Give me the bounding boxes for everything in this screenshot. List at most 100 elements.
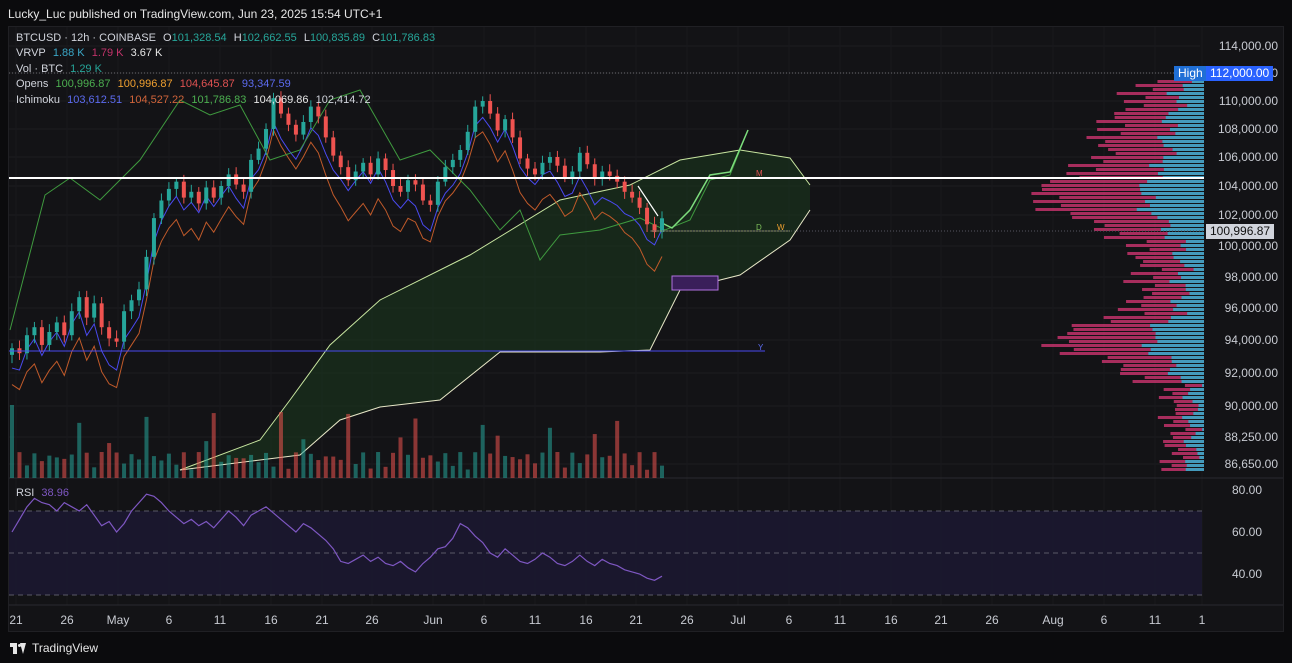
volume-bar <box>592 434 597 478</box>
candle-body <box>361 162 366 172</box>
rsi-pane <box>9 493 1202 596</box>
date-tick-label: 21 <box>934 613 948 627</box>
volume-bar <box>600 457 605 478</box>
vrvp-bar-down <box>1171 452 1204 455</box>
vrvp-bar-down <box>1059 352 1204 355</box>
vrvp-bar-up <box>1185 288 1204 291</box>
volume-bar <box>211 413 216 478</box>
volume-bars <box>10 405 664 478</box>
vrvp-bar-up <box>1141 192 1204 195</box>
vrvp-bar-down <box>1144 376 1204 379</box>
rsi-tick-label: 40.00 <box>1231 567 1262 581</box>
vrvp-bar-down <box>1050 180 1204 183</box>
vrvp-bar-down <box>1140 264 1204 267</box>
vrvp-bar-down <box>1152 292 1204 295</box>
vrvp-bar-up <box>1152 328 1204 331</box>
candle-body <box>465 131 470 150</box>
candle-body <box>151 218 156 257</box>
volume-bar <box>144 416 149 478</box>
marker-m: M <box>756 169 763 178</box>
candle-body <box>39 327 44 345</box>
vrvp-bar-down <box>1164 444 1204 447</box>
volume-profile <box>1031 80 1204 471</box>
candle-body <box>450 159 455 168</box>
candle-body <box>249 159 254 192</box>
candle-body <box>114 338 119 342</box>
vrvp-bar-down <box>1125 124 1204 127</box>
volume-bar <box>151 456 156 478</box>
brand[interactable]: TradingView <box>10 641 98 655</box>
vrvp-bar-up <box>1197 452 1204 455</box>
candle-body <box>174 181 179 189</box>
volume-bar <box>196 452 201 478</box>
vrvp-bar-up <box>1150 324 1204 327</box>
candle-body <box>368 162 373 175</box>
volume-bar <box>615 420 620 478</box>
vrvp-bar-down <box>1145 96 1204 99</box>
vrvp-bar-down <box>1143 296 1204 299</box>
vrvp-bar-down <box>1158 396 1204 399</box>
vrvp-bar-down <box>1153 276 1204 279</box>
vrvp-bar-up <box>1195 432 1204 435</box>
candle-body <box>555 157 560 166</box>
vrvp-bar-up <box>1196 448 1204 451</box>
vrvp-bar-up <box>1165 116 1204 119</box>
vrvp-bar-up <box>1163 156 1204 159</box>
candle-body <box>607 171 612 176</box>
date-tick-label: 6 <box>1100 613 1108 627</box>
candle-body <box>637 197 642 208</box>
vrvp-bar-up <box>1180 260 1204 263</box>
vrvp-bar-down <box>1170 432 1204 435</box>
vrvp-bar-up <box>1176 100 1204 103</box>
vrvp-bar-down <box>1183 456 1204 459</box>
vrvp-bar-down <box>1115 152 1204 155</box>
vrvp-bar-up <box>1190 424 1204 427</box>
marker-w: W <box>777 223 785 232</box>
volume-bar <box>137 459 142 478</box>
vrvp-bar-up <box>1176 152 1204 155</box>
legend-close: 101,786.83 <box>380 32 436 44</box>
candle-body <box>577 152 582 172</box>
volume-bar <box>383 466 388 478</box>
vrvp-bar-down <box>1073 348 1204 351</box>
legend-ichimoku: Ichimoku 103,612.51 104,527.22 101,786.8… <box>16 94 375 106</box>
vrvp-bar-down <box>1161 268 1204 271</box>
rsi-line <box>11 493 663 581</box>
date-tick-label: Jun <box>423 613 443 627</box>
date-tick-label: 6 <box>480 613 488 627</box>
volume-bar <box>10 405 14 478</box>
vrvp-bar-up <box>1168 112 1204 115</box>
legend-close-label: C <box>372 32 381 44</box>
rsi-tick-label: 60.00 <box>1231 525 1262 539</box>
volume-bar <box>189 469 194 478</box>
vrvp-bar-down <box>1093 228 1204 231</box>
vrvp-bar-up <box>1193 268 1204 271</box>
vrvp-bar-up <box>1199 456 1204 459</box>
volume-bar <box>532 463 537 478</box>
vrvp-bar-up <box>1186 464 1204 467</box>
candle-body <box>443 167 448 182</box>
vrvp-bar-down <box>1031 192 1204 195</box>
date-tick-label: 16 <box>579 613 593 627</box>
vrvp-bar-down <box>1114 112 1204 115</box>
volume-bar <box>99 452 104 478</box>
candle-body <box>405 180 410 192</box>
vrvp-bar-up <box>1191 80 1204 83</box>
volume-bar <box>637 452 642 478</box>
volume-bar <box>450 465 455 478</box>
vrvp-bar-down <box>1073 328 1204 331</box>
candle-body <box>204 187 209 204</box>
candle-body <box>10 348 14 355</box>
vrvp-bar-up <box>1164 236 1204 239</box>
volume-bar <box>47 455 52 478</box>
vrvp-bar-up <box>1181 276 1204 279</box>
vrvp-bar-down <box>1059 196 1204 199</box>
publish-info: Lucky_Luc published on TradingView.com, … <box>8 7 383 21</box>
vrvp-bar-up <box>1140 188 1204 191</box>
vrvp-bar-up <box>1179 96 1204 99</box>
volume-bar <box>555 452 560 478</box>
vrvp-bar-up <box>1169 280 1204 283</box>
vrvp-bar-down <box>1105 140 1204 143</box>
vrvp-bar-down <box>1152 88 1204 91</box>
